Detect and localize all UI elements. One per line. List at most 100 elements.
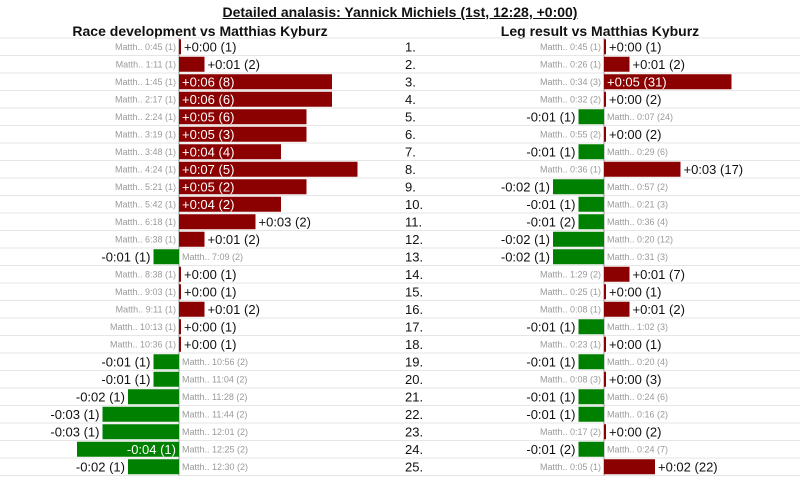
right-value-label: -0:01 (1) bbox=[526, 354, 575, 369]
left-bar bbox=[179, 109, 307, 125]
right-bar bbox=[578, 196, 604, 212]
left-bar bbox=[179, 214, 256, 230]
right-bar bbox=[578, 319, 604, 335]
left-bar bbox=[102, 406, 179, 422]
right-bar bbox=[553, 231, 604, 247]
left-value-label: +0:05 (6) bbox=[182, 109, 234, 124]
left-bar bbox=[179, 301, 205, 317]
leg-number: 17. bbox=[405, 319, 423, 334]
leg-number: 20. bbox=[405, 372, 423, 387]
left-split-label: Matth.. 11:44 (2) bbox=[182, 409, 247, 419]
left-split-label: Matth.. 3:48 (1) bbox=[115, 147, 176, 157]
leg-number: 3. bbox=[405, 74, 416, 89]
right-bar bbox=[604, 126, 606, 142]
left-value-label: -0:01 (1) bbox=[101, 249, 150, 264]
leg-number: 11. bbox=[405, 214, 422, 229]
left-split-label: Matth.. 10:56 (2) bbox=[182, 357, 248, 367]
right-bar bbox=[604, 336, 606, 352]
right-split-label: Matth.. 0:08 (1) bbox=[540, 304, 601, 314]
leg-number: 25. bbox=[405, 459, 423, 474]
left-bar bbox=[179, 231, 205, 247]
left-value-label: -0:03 (1) bbox=[50, 424, 99, 439]
right-split-label: Matth.. 0:31 (3) bbox=[607, 252, 668, 262]
left-value-label: -0:01 (1) bbox=[101, 354, 150, 369]
right-bar bbox=[578, 406, 604, 422]
left-bar bbox=[179, 266, 181, 282]
left-split-label: Matth.. 6:18 (1) bbox=[115, 217, 176, 227]
left-value-label: -0:03 (1) bbox=[50, 407, 99, 422]
right-split-label: Matth.. 0:25 (1) bbox=[540, 287, 601, 297]
left-bar bbox=[179, 284, 181, 300]
left-bar bbox=[153, 371, 179, 387]
left-value-label: +0:00 (1) bbox=[184, 284, 236, 299]
left-value-label: +0:05 (3) bbox=[182, 127, 234, 142]
right-bar bbox=[604, 161, 681, 177]
left-value-label: +0:06 (8) bbox=[182, 74, 234, 89]
right-split-label: Matth.. 0:20 (4) bbox=[607, 357, 668, 367]
right-bar bbox=[578, 144, 604, 160]
left-value-label: +0:07 (5) bbox=[182, 162, 234, 177]
right-bar bbox=[604, 91, 606, 107]
right-split-label: Matth.. 0:36 (4) bbox=[607, 217, 668, 227]
right-bar bbox=[604, 74, 732, 90]
left-value-label: -0:01 (1) bbox=[101, 372, 150, 387]
left-value-label: +0:00 (1) bbox=[184, 319, 236, 334]
left-split-label: Matth.. 1:45 (1) bbox=[115, 77, 176, 87]
leg-number: 16. bbox=[405, 302, 423, 317]
right-bar bbox=[604, 424, 606, 440]
right-bar bbox=[578, 389, 604, 405]
leg-number: 14. bbox=[405, 267, 423, 282]
right-value-label: -0:01 (1) bbox=[526, 109, 575, 124]
left-split-label: Matth.. 5:42 (1) bbox=[115, 199, 176, 209]
right-split-label: Matth.. 0:26 (1) bbox=[540, 59, 601, 69]
leg-number: 24. bbox=[405, 442, 423, 457]
right-split-label: Matth.. 0:55 (2) bbox=[540, 129, 601, 139]
left-bar bbox=[179, 126, 307, 142]
right-split-label: Matth.. 0:05 (1) bbox=[540, 462, 601, 472]
right-split-label: Matth.. 0:20 (12) bbox=[607, 234, 673, 244]
left-bar bbox=[179, 91, 332, 107]
leg-number: 1. bbox=[405, 39, 416, 54]
right-panel-title: Leg result vs Matthias Kyburz bbox=[500, 23, 700, 39]
right-split-label: Matth.. 0:34 (3) bbox=[540, 77, 601, 87]
leg-number: 21. bbox=[405, 389, 423, 404]
left-value-label: -0:04 (1) bbox=[127, 442, 176, 457]
right-value-label: -0:01 (1) bbox=[526, 144, 575, 159]
left-value-label: +0:01 (2) bbox=[208, 302, 260, 317]
right-split-label: Matth.. 0:08 (3) bbox=[540, 374, 601, 384]
right-value-label: +0:05 (31) bbox=[607, 74, 667, 89]
right-bar bbox=[578, 354, 604, 370]
right-value-label: -0:02 (1) bbox=[501, 249, 550, 264]
leg-number: 13. bbox=[405, 249, 423, 264]
left-value-label: +0:03 (2) bbox=[259, 214, 311, 229]
left-value-label: +0:01 (2) bbox=[208, 232, 260, 247]
leg-number: 15. bbox=[405, 284, 423, 299]
leg-number: 23. bbox=[405, 424, 423, 439]
left-split-label: Matth.. 0:45 (1) bbox=[115, 42, 176, 52]
right-bar bbox=[578, 109, 604, 125]
left-split-label: Matth.. 2:24 (1) bbox=[115, 112, 176, 122]
left-bar bbox=[179, 319, 181, 335]
left-value-label: +0:06 (6) bbox=[182, 92, 234, 107]
left-split-label: Matth.. 6:38 (1) bbox=[115, 234, 176, 244]
right-value-label: +0:01 (2) bbox=[633, 57, 685, 72]
left-split-label: Matth.. 12:01 (2) bbox=[182, 427, 248, 437]
right-value-label: -0:01 (1) bbox=[526, 319, 575, 334]
left-value-label: +0:00 (1) bbox=[184, 337, 236, 352]
left-bar bbox=[179, 336, 181, 352]
right-split-label: Matth.. 1:02 (3) bbox=[607, 322, 668, 332]
right-split-label: Matth.. 0:29 (6) bbox=[607, 147, 668, 157]
right-bar bbox=[604, 39, 606, 55]
right-value-label: -0:01 (2) bbox=[526, 214, 575, 229]
left-split-label: Matth.. 7:09 (2) bbox=[182, 252, 243, 262]
left-bar bbox=[128, 389, 179, 405]
chart-main-title: Detailed analasis: Yannick Michiels (1st… bbox=[222, 4, 578, 20]
leg-number: 18. bbox=[405, 337, 423, 352]
right-bar bbox=[578, 214, 604, 230]
left-bar bbox=[179, 179, 307, 195]
leg-number: 6. bbox=[405, 127, 416, 142]
right-split-label: Matth.. 0:21 (3) bbox=[607, 199, 668, 209]
right-bar bbox=[553, 179, 604, 195]
right-value-label: +0:02 (22) bbox=[658, 459, 718, 474]
